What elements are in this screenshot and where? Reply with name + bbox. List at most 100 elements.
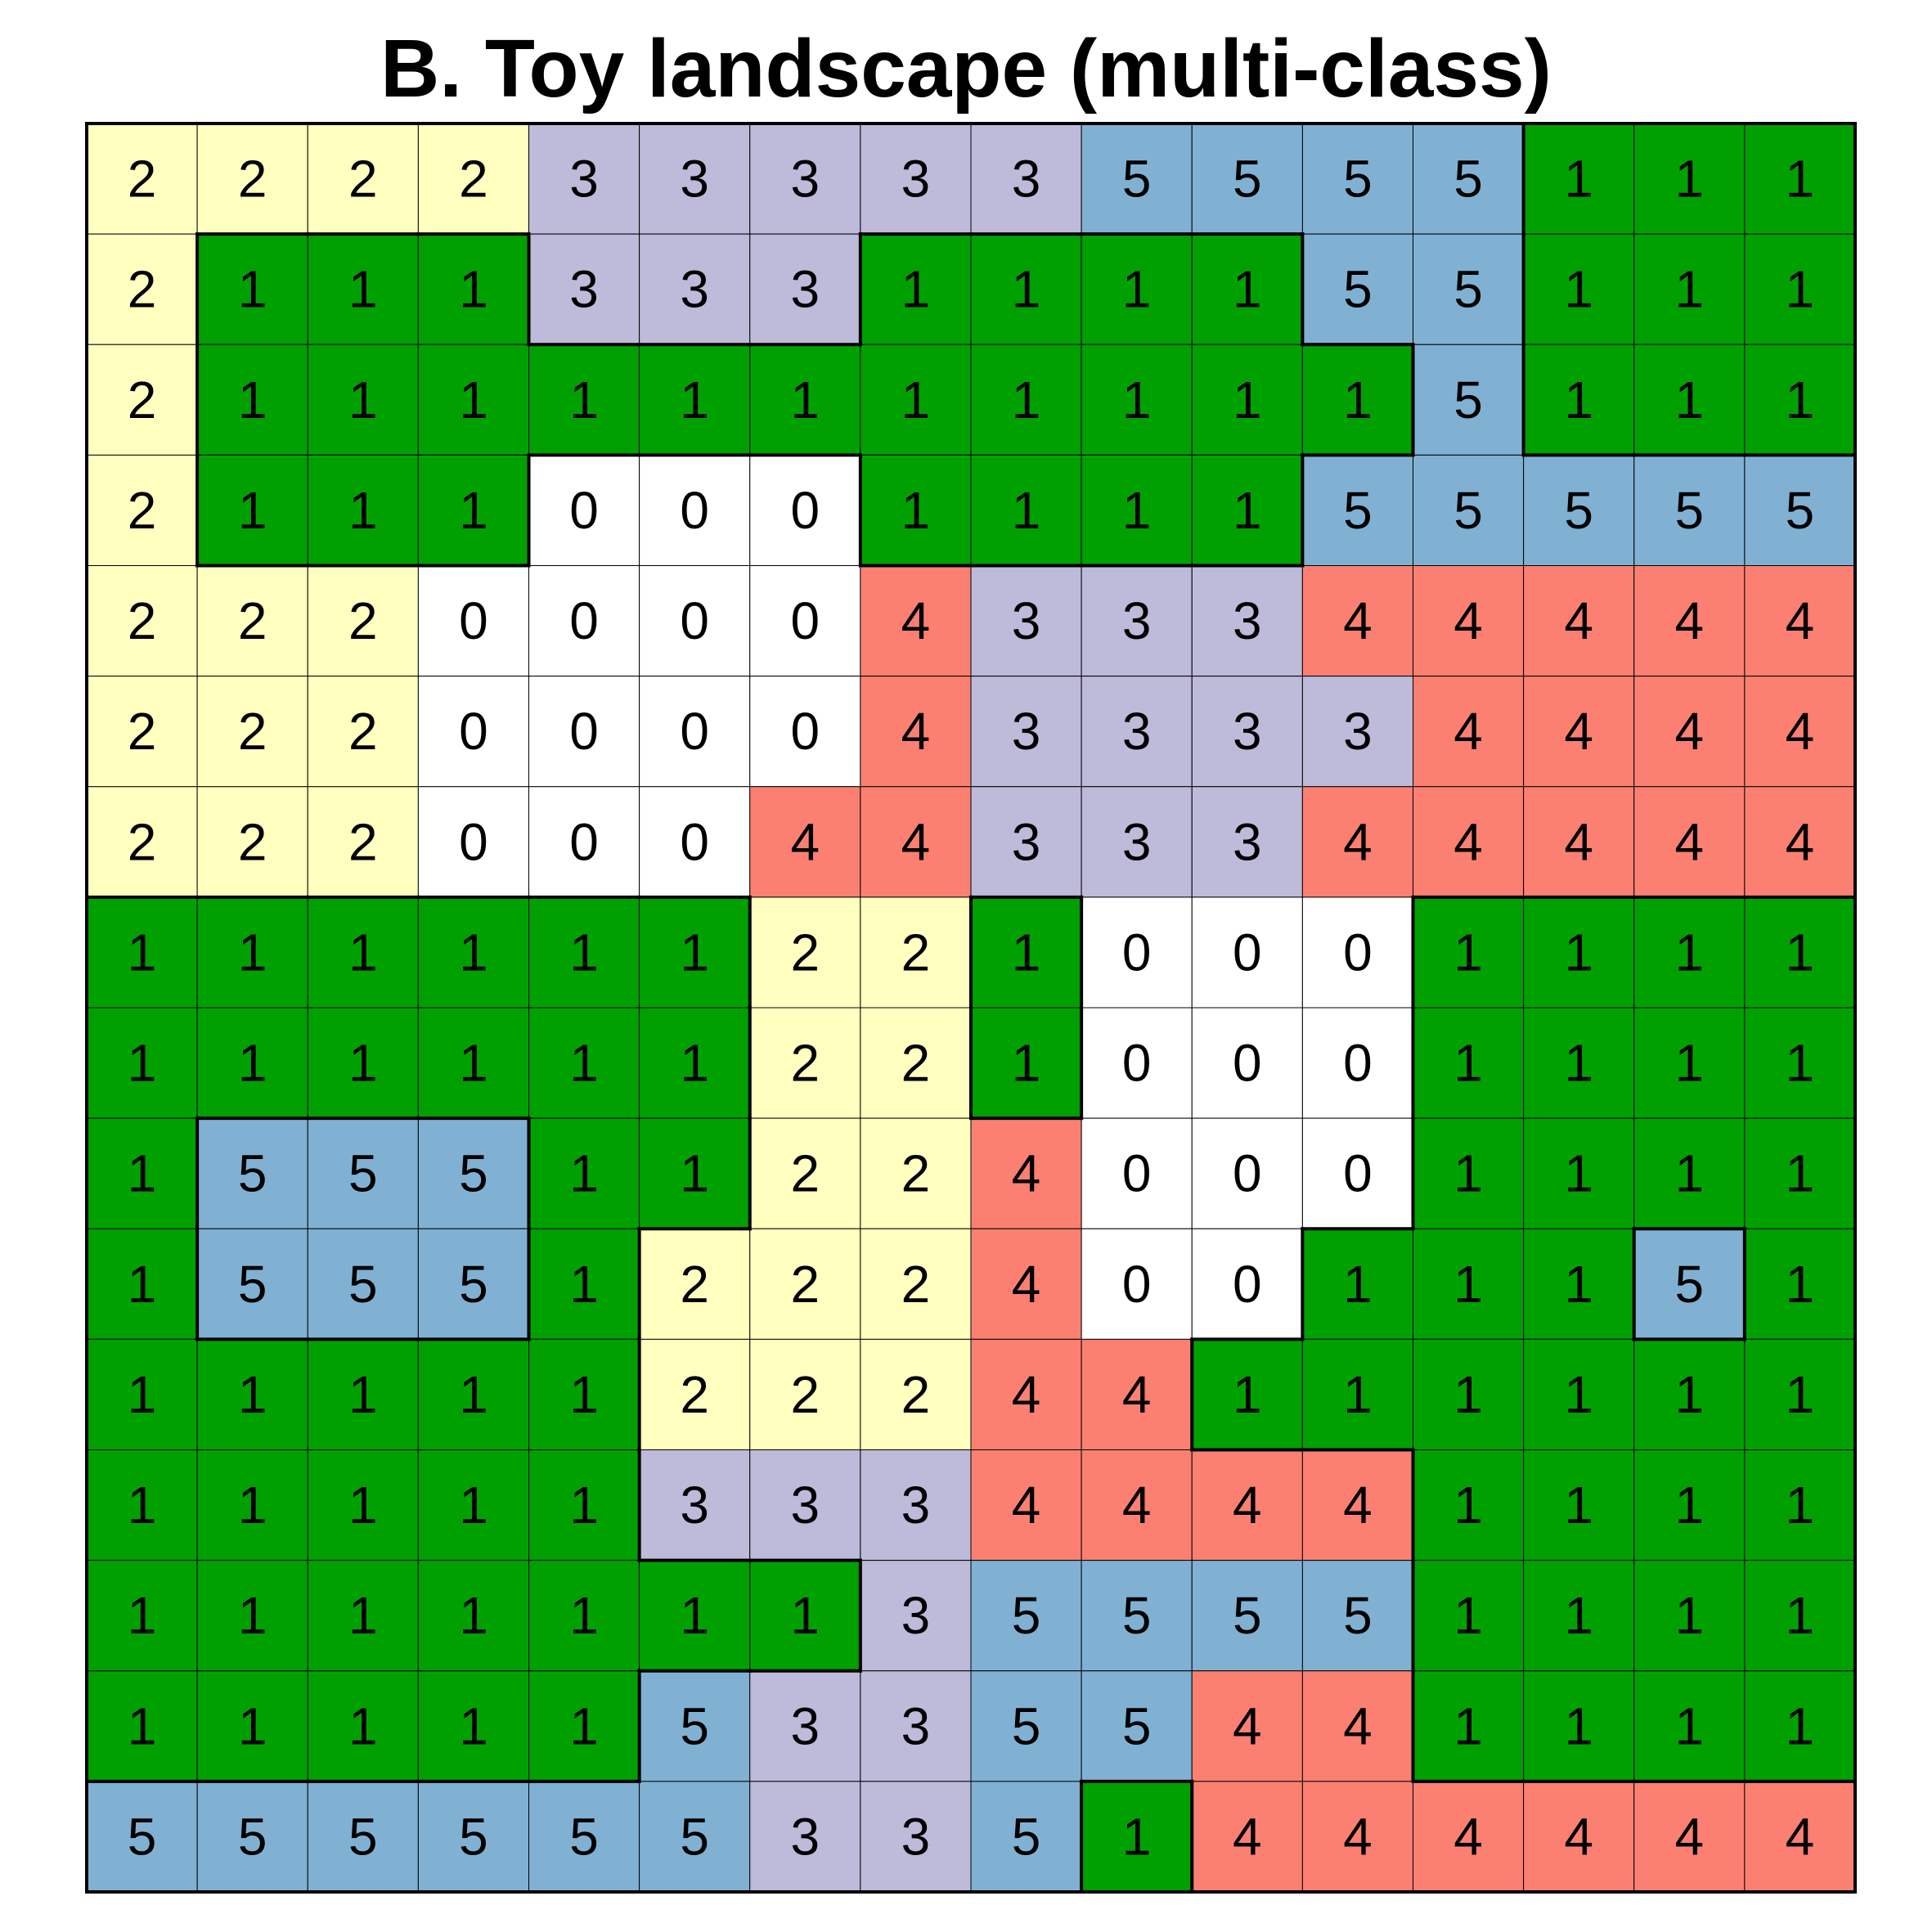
cell-label-r2-c6: 1 bbox=[791, 371, 820, 429]
cell-label-r15-c5: 5 bbox=[680, 1807, 709, 1866]
cell-label-r11-c6: 2 bbox=[791, 1365, 820, 1424]
cell-label-r1-c13: 1 bbox=[1564, 260, 1593, 319]
cell-label-r12-c11: 4 bbox=[1343, 1476, 1373, 1534]
cell-label-r3-c9: 1 bbox=[1122, 481, 1152, 540]
cell-label-r7-c4: 1 bbox=[569, 923, 599, 982]
cell-r13-c6 bbox=[749, 1560, 861, 1672]
cell-r5-c0 bbox=[86, 676, 198, 788]
cell-r1-c12 bbox=[1413, 233, 1525, 345]
cell-label-r0-c7: 3 bbox=[901, 150, 931, 209]
cell-r0-c0 bbox=[86, 123, 198, 235]
cell-label-r7-c12: 1 bbox=[1453, 923, 1483, 982]
cell-label-r4-c9: 3 bbox=[1122, 591, 1152, 650]
cell-r3-c4 bbox=[528, 454, 640, 566]
cell-r8-c2 bbox=[307, 1007, 419, 1119]
cell-label-r14-c10: 4 bbox=[1233, 1696, 1262, 1755]
cell-r2-c1 bbox=[196, 344, 308, 456]
cell-r0-c15 bbox=[1744, 123, 1856, 235]
cell-r15-c11 bbox=[1301, 1781, 1413, 1893]
cell-r6-c9 bbox=[1081, 786, 1193, 898]
cell-r7-c6 bbox=[749, 896, 861, 1009]
cell-label-r7-c7: 2 bbox=[901, 923, 931, 982]
cell-r8-c13 bbox=[1523, 1007, 1635, 1119]
cell-r12-c5 bbox=[639, 1449, 751, 1561]
cell-label-r13-c3: 1 bbox=[459, 1586, 488, 1645]
cell-label-r14-c1: 1 bbox=[238, 1696, 267, 1755]
cell-label-r7-c15: 1 bbox=[1786, 923, 1815, 982]
cell-r9-c2 bbox=[307, 1117, 419, 1229]
cell-label-r1-c5: 3 bbox=[680, 260, 709, 319]
cell-label-r13-c9: 5 bbox=[1122, 1586, 1152, 1645]
cell-r6-c3 bbox=[417, 786, 529, 898]
cell-r7-c15 bbox=[1744, 896, 1856, 1009]
cell-label-r13-c0: 1 bbox=[128, 1586, 157, 1645]
cell-r14-c3 bbox=[417, 1670, 529, 1782]
cell-r1-c13 bbox=[1523, 233, 1635, 345]
cell-label-r4-c15: 4 bbox=[1786, 591, 1815, 650]
cell-label-r2-c13: 1 bbox=[1564, 371, 1593, 429]
cell-r8-c7 bbox=[860, 1007, 972, 1119]
cell-label-r9-c11: 0 bbox=[1343, 1144, 1373, 1203]
cell-r13-c13 bbox=[1523, 1560, 1635, 1672]
cell-label-r15-c13: 4 bbox=[1564, 1807, 1593, 1866]
cell-label-r13-c12: 1 bbox=[1453, 1586, 1483, 1645]
cell-label-r5-c7: 4 bbox=[901, 702, 931, 761]
cell-r4-c5 bbox=[639, 565, 751, 677]
cell-label-r15-c4: 5 bbox=[569, 1807, 599, 1866]
cell-label-r3-c1: 1 bbox=[238, 481, 267, 540]
cell-r2-c5 bbox=[639, 344, 751, 456]
cell-label-r3-c0: 2 bbox=[128, 481, 157, 540]
cell-r1-c8 bbox=[970, 233, 1082, 345]
cell-r12-c2 bbox=[307, 1449, 419, 1561]
cell-label-r14-c4: 1 bbox=[569, 1696, 599, 1755]
cell-label-r0-c2: 2 bbox=[348, 150, 378, 209]
cell-r3-c0 bbox=[86, 454, 198, 566]
cell-r7-c0 bbox=[86, 896, 198, 1009]
cell-label-r13-c10: 5 bbox=[1233, 1586, 1262, 1645]
cell-r5-c15 bbox=[1744, 676, 1856, 788]
cell-label-r0-c13: 1 bbox=[1564, 150, 1593, 209]
cell-r15-c6 bbox=[749, 1781, 861, 1893]
cell-r2-c3 bbox=[417, 344, 529, 456]
cell-label-r12-c8: 4 bbox=[1012, 1476, 1041, 1534]
cell-label-r8-c1: 1 bbox=[238, 1034, 267, 1093]
cell-label-r9-c6: 2 bbox=[791, 1144, 820, 1203]
cell-label-r9-c13: 1 bbox=[1564, 1144, 1593, 1203]
cell-label-r6-c8: 3 bbox=[1012, 812, 1041, 871]
cell-r4-c11 bbox=[1301, 565, 1413, 677]
cell-r10-c12 bbox=[1413, 1228, 1525, 1340]
cell-r8-c14 bbox=[1633, 1007, 1746, 1119]
cell-r14-c10 bbox=[1191, 1670, 1303, 1782]
cell-label-r12-c13: 1 bbox=[1564, 1476, 1593, 1534]
cell-r2-c8 bbox=[970, 344, 1082, 456]
cell-label-r13-c8: 5 bbox=[1012, 1586, 1041, 1645]
cell-r0-c5 bbox=[639, 123, 751, 235]
cell-label-r8-c6: 2 bbox=[791, 1034, 820, 1093]
cell-label-r9-c14: 1 bbox=[1675, 1144, 1705, 1203]
cell-label-r14-c6: 3 bbox=[791, 1696, 820, 1755]
cell-label-r9-c9: 0 bbox=[1122, 1144, 1152, 1203]
cell-label-r9-c7: 2 bbox=[901, 1144, 931, 1203]
cell-r15-c13 bbox=[1523, 1781, 1635, 1893]
cell-label-r14-c0: 1 bbox=[128, 1696, 157, 1755]
cell-label-r5-c10: 3 bbox=[1233, 702, 1262, 761]
cell-r3-c1 bbox=[196, 454, 308, 566]
cell-label-r10-c2: 5 bbox=[348, 1255, 378, 1314]
cell-label-r8-c11: 0 bbox=[1343, 1034, 1373, 1093]
cell-r4-c2 bbox=[307, 565, 419, 677]
cell-label-r10-c14: 5 bbox=[1675, 1255, 1705, 1314]
cell-label-r4-c7: 4 bbox=[901, 591, 931, 650]
cell-label-r0-c9: 5 bbox=[1122, 150, 1152, 209]
cell-label-r8-c12: 1 bbox=[1453, 1034, 1483, 1093]
cell-label-r15-c1: 5 bbox=[238, 1807, 267, 1866]
cell-label-r11-c4: 1 bbox=[569, 1365, 599, 1424]
cell-label-r12-c9: 4 bbox=[1122, 1476, 1152, 1534]
cell-label-r9-c4: 1 bbox=[569, 1144, 599, 1203]
cell-r12-c13 bbox=[1523, 1449, 1635, 1561]
cell-label-r11-c13: 1 bbox=[1564, 1365, 1593, 1424]
cell-r4-c15 bbox=[1744, 565, 1856, 677]
cell-r6-c14 bbox=[1633, 786, 1746, 898]
cell-label-r3-c11: 5 bbox=[1343, 481, 1373, 540]
cell-label-r7-c11: 0 bbox=[1343, 923, 1373, 982]
cell-label-r4-c2: 2 bbox=[348, 591, 378, 650]
